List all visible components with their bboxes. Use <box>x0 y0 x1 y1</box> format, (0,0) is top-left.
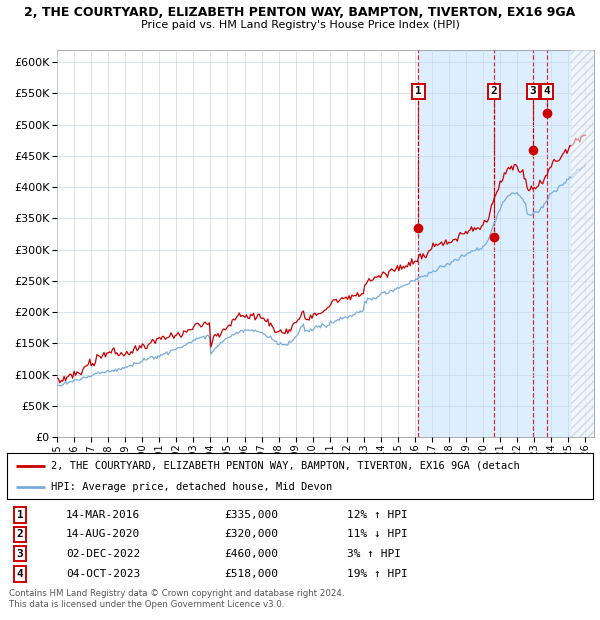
Text: HPI: Average price, detached house, Mid Devon: HPI: Average price, detached house, Mid … <box>51 482 332 492</box>
Text: 14-AUG-2020: 14-AUG-2020 <box>66 529 140 539</box>
Text: 3% ↑ HPI: 3% ↑ HPI <box>347 549 401 559</box>
Text: 4: 4 <box>17 569 23 579</box>
Text: Contains HM Land Registry data © Crown copyright and database right 2024.: Contains HM Land Registry data © Crown c… <box>9 589 344 598</box>
Text: £335,000: £335,000 <box>224 510 278 520</box>
Text: £460,000: £460,000 <box>224 549 278 559</box>
Text: 2: 2 <box>17 529 23 539</box>
Bar <box>571 50 594 437</box>
Bar <box>418 50 594 437</box>
Text: 02-DEC-2022: 02-DEC-2022 <box>66 549 140 559</box>
Text: 2, THE COURTYARD, ELIZABETH PENTON WAY, BAMPTON, TIVERTON, EX16 9GA: 2, THE COURTYARD, ELIZABETH PENTON WAY, … <box>25 6 575 19</box>
Text: Price paid vs. HM Land Registry's House Price Index (HPI): Price paid vs. HM Land Registry's House … <box>140 20 460 30</box>
Text: 4: 4 <box>544 86 551 97</box>
Text: 12% ↑ HPI: 12% ↑ HPI <box>347 510 407 520</box>
Text: 19% ↑ HPI: 19% ↑ HPI <box>347 569 407 579</box>
Text: 2, THE COURTYARD, ELIZABETH PENTON WAY, BAMPTON, TIVERTON, EX16 9GA (detach: 2, THE COURTYARD, ELIZABETH PENTON WAY, … <box>51 461 520 471</box>
Text: 3: 3 <box>530 86 536 97</box>
Text: This data is licensed under the Open Government Licence v3.0.: This data is licensed under the Open Gov… <box>9 600 284 609</box>
Text: £518,000: £518,000 <box>224 569 278 579</box>
Text: 11% ↓ HPI: 11% ↓ HPI <box>347 529 407 539</box>
Text: £320,000: £320,000 <box>224 529 278 539</box>
Text: 2: 2 <box>490 86 497 97</box>
Text: 3: 3 <box>17 549 23 559</box>
Text: 14-MAR-2016: 14-MAR-2016 <box>66 510 140 520</box>
Text: 1: 1 <box>415 86 422 97</box>
Text: 1: 1 <box>17 510 23 520</box>
Text: 04-OCT-2023: 04-OCT-2023 <box>66 569 140 579</box>
